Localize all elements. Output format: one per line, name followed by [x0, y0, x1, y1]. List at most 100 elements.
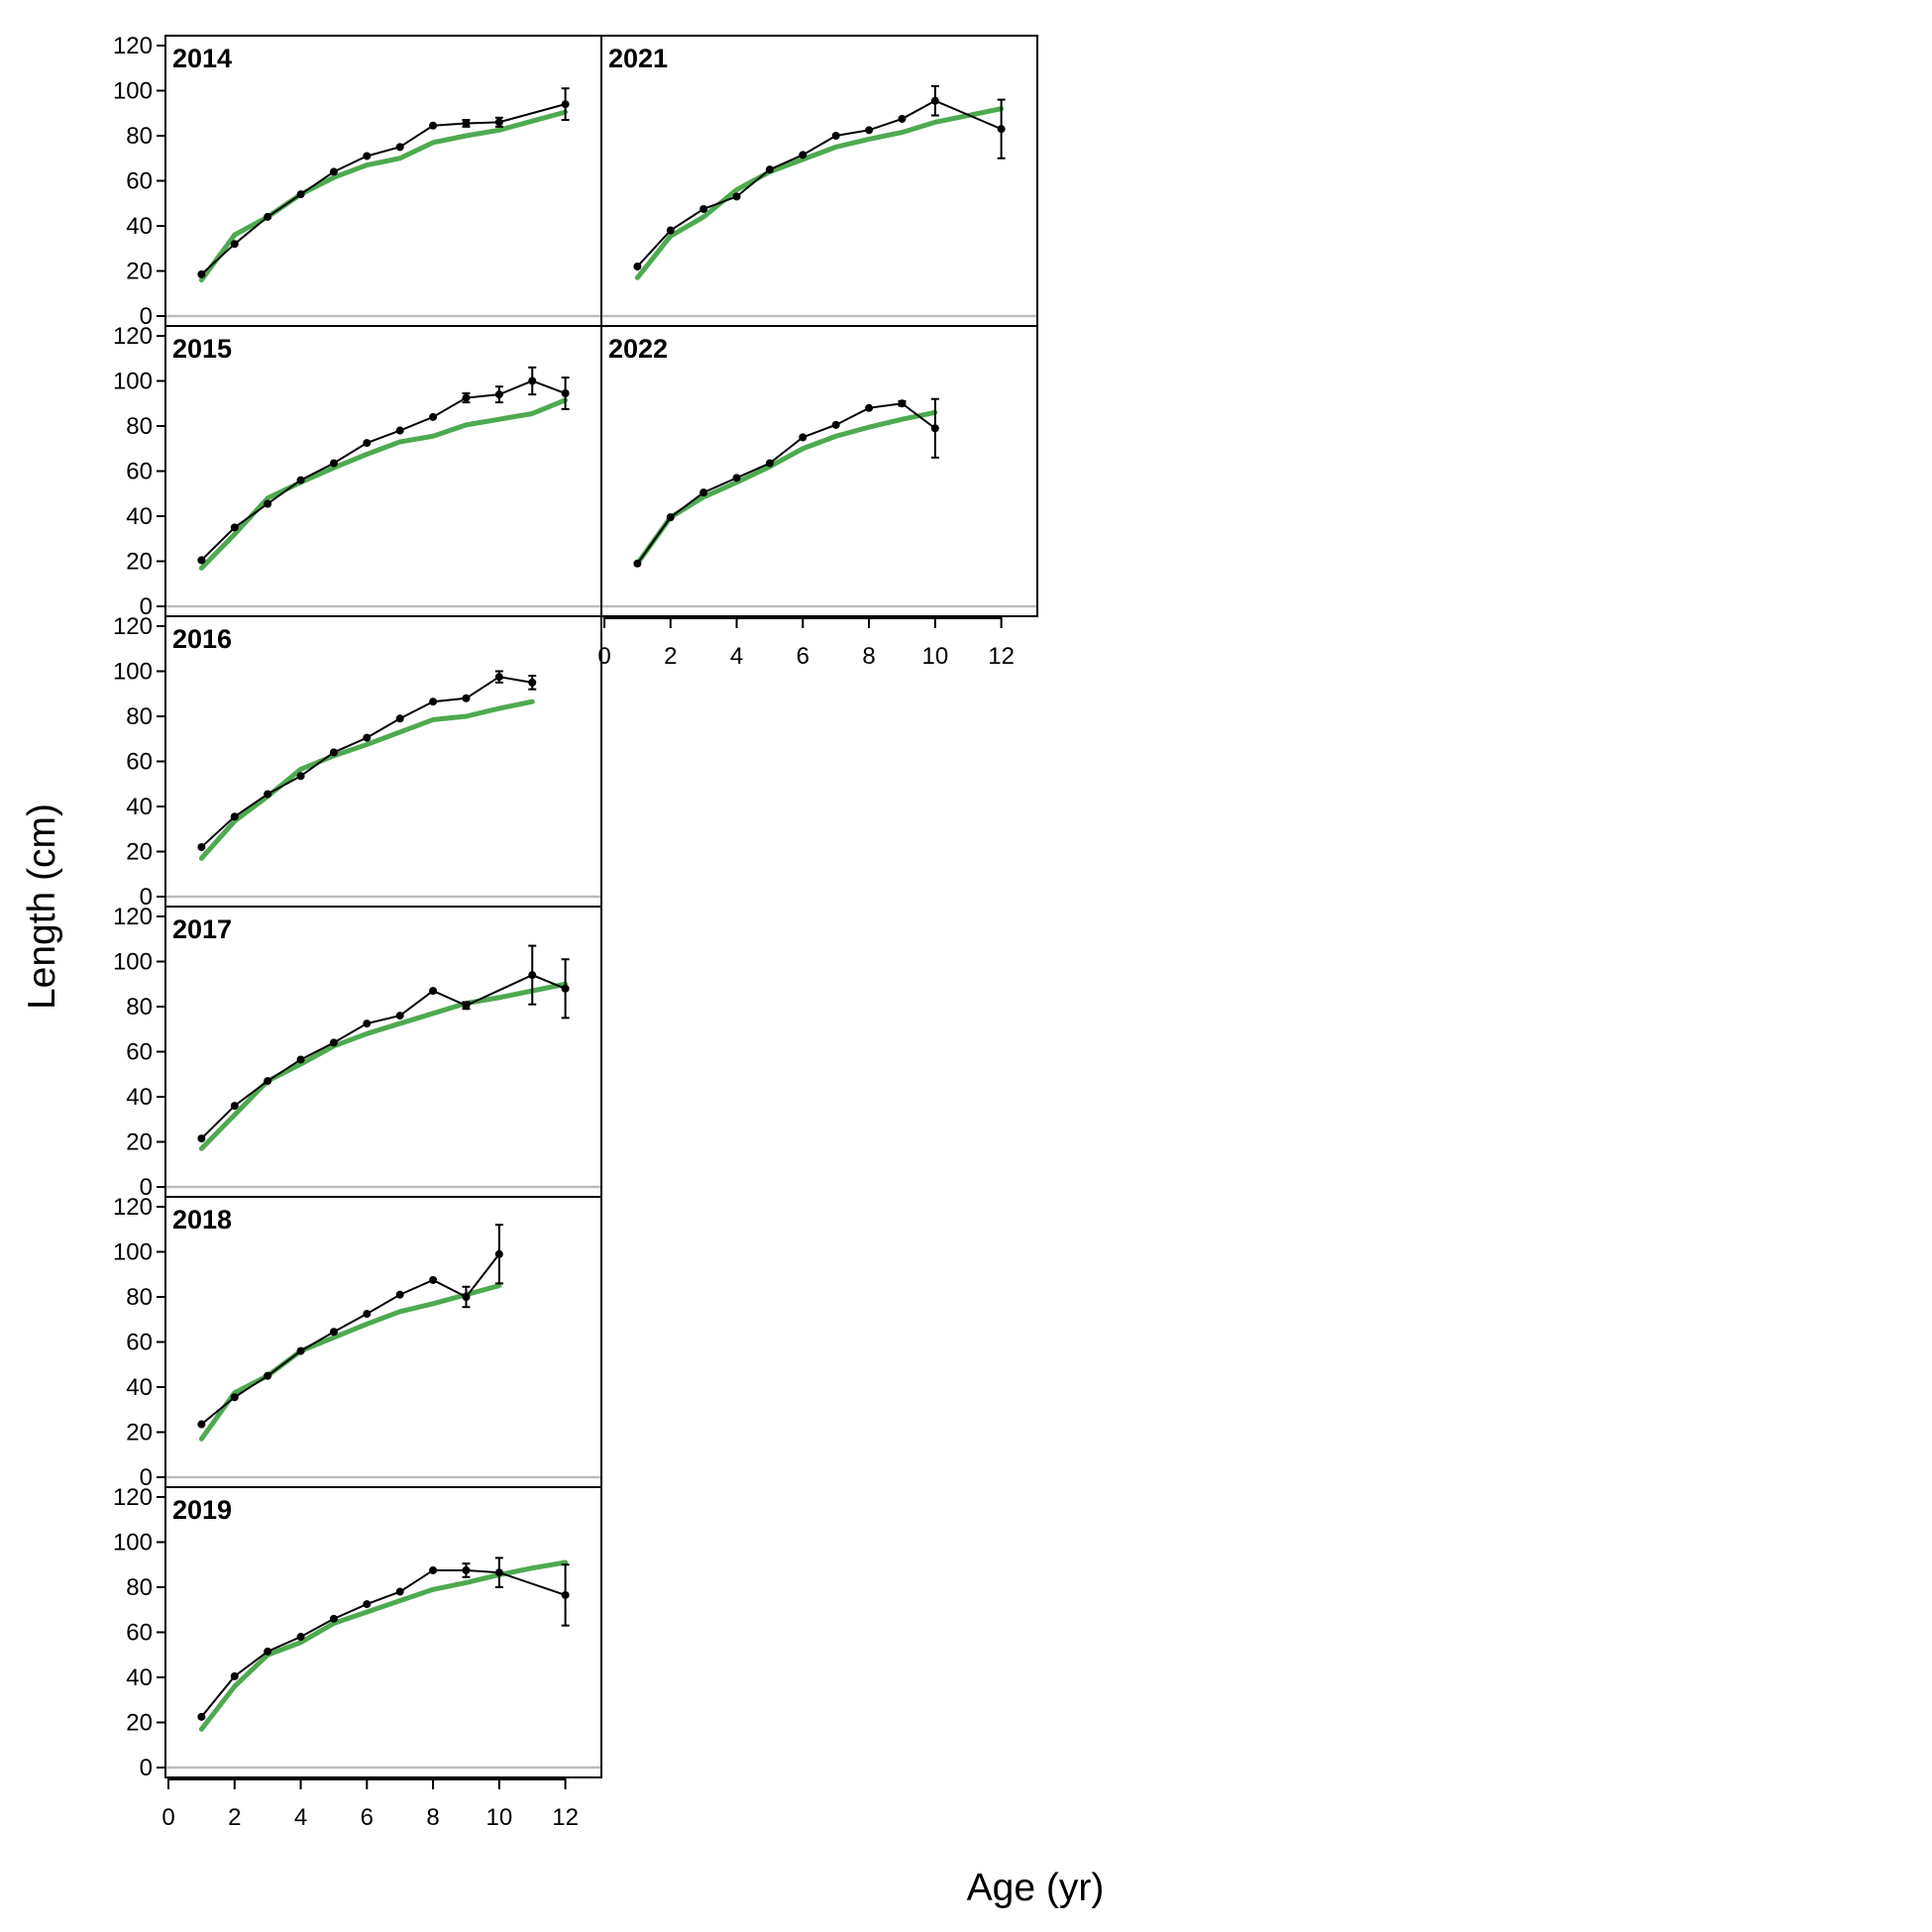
y-tick-label: 60: [126, 1620, 153, 1647]
observed-point: [395, 143, 404, 152]
x-tick-label: 2: [664, 643, 677, 670]
observed-point: [197, 269, 206, 278]
observed-point: [197, 842, 206, 851]
observed-point: [230, 1393, 239, 1402]
x-tick-label: 12: [552, 1804, 579, 1831]
panel-2022: 2022: [600, 325, 1038, 617]
panel-year-label: 2018: [172, 1205, 232, 1234]
x-tick-label: 6: [797, 643, 809, 670]
x-tick-label: 0: [161, 1804, 174, 1831]
observed-point: [462, 1001, 471, 1010]
observed-point: [462, 1565, 471, 1574]
observed-point: [997, 125, 1006, 134]
panel-frame: [164, 325, 602, 617]
observed-point: [633, 559, 642, 568]
panel-frame: [164, 906, 602, 1198]
y-tick-label: 120: [113, 33, 153, 59]
observed-point: [528, 376, 537, 385]
y-tick-label: 80: [126, 413, 153, 440]
y-tick-label: 40: [126, 503, 153, 530]
y-tick-label: 120: [113, 323, 153, 350]
x-tick-label: 10: [921, 643, 948, 670]
observed-point: [930, 96, 939, 105]
observed-point: [462, 694, 471, 702]
y-tick-label: 60: [126, 1039, 153, 1066]
x-tick-label: 4: [730, 643, 743, 670]
y-tick-label: 20: [126, 1710, 153, 1737]
observed-point: [395, 714, 404, 723]
y-tick-label: 0: [140, 884, 153, 911]
y-tick-label: 40: [126, 213, 153, 240]
panel-frame: [600, 35, 1038, 327]
panel-year-label: 2014: [172, 44, 232, 73]
y-tick-label: 80: [126, 1574, 153, 1601]
x-tick-label: 12: [988, 643, 1015, 670]
expected-line: [198, 109, 569, 283]
y-tick-label: 100: [113, 1239, 153, 1266]
x-axis-left: 0 2 4 6 8 10 12: [161, 1777, 579, 1831]
observed-point: [429, 987, 438, 996]
observed-point: [494, 118, 503, 127]
observed-point: [462, 1293, 471, 1301]
observed-point: [831, 420, 840, 429]
observed-line: [200, 103, 566, 275]
y-tick-label: 0: [140, 593, 153, 620]
observed-point: [264, 212, 272, 221]
observed-point: [494, 1568, 503, 1577]
observed-point: [329, 1614, 338, 1623]
panel-2015: 2015 0 20 40 60 80 100 120: [113, 323, 602, 620]
y-tick-label: 120: [113, 1194, 153, 1221]
observed-point: [765, 459, 774, 468]
y-tick-label: 60: [126, 749, 153, 776]
panel-2016: 2016 0 20 40 60 80 100 120: [113, 613, 602, 911]
y-tick-label: 0: [140, 1174, 153, 1201]
observed-point: [264, 499, 272, 508]
x-tick-label: 4: [294, 1804, 307, 1831]
observed-line: [636, 99, 1003, 268]
observed-point: [296, 1633, 305, 1642]
panel-frame: [164, 1486, 602, 1778]
y-tick-label: 100: [113, 949, 153, 976]
panel-2014: 2014 0 20 40 60 80 100 120: [113, 33, 602, 330]
observed-line: [200, 1253, 500, 1426]
observed-point: [429, 121, 438, 130]
observed-point: [494, 673, 503, 682]
observed-point: [395, 1587, 404, 1596]
panel-year-label: 2021: [608, 44, 668, 73]
observed-point: [329, 748, 338, 757]
observed-point: [799, 433, 807, 442]
y-tick-label: 120: [113, 904, 153, 930]
observed-line: [636, 402, 936, 565]
y-tick-label: 40: [126, 1084, 153, 1111]
observed-point: [494, 390, 503, 399]
y-tick-label: 20: [126, 839, 153, 866]
y-tick-label: 120: [113, 613, 153, 640]
observed-point: [197, 1420, 206, 1429]
observed-point: [230, 812, 239, 821]
observed-point: [494, 1249, 503, 1258]
observed-point: [831, 132, 840, 140]
y-tick-label: 20: [126, 259, 153, 285]
observed-point: [296, 476, 305, 484]
observed-point: [462, 393, 471, 402]
x-tick-label: 10: [485, 1804, 512, 1831]
y-tick-label: 40: [126, 1664, 153, 1691]
observed-point: [666, 226, 675, 235]
y-tick-label: 20: [126, 549, 153, 576]
observed-line: [200, 676, 533, 848]
observed-line: [200, 379, 566, 562]
observed-point: [197, 556, 206, 565]
x-tick-label: 2: [228, 1804, 241, 1831]
y-tick-label: 100: [113, 1530, 153, 1556]
observed-point: [462, 119, 471, 128]
observed-point: [329, 167, 338, 176]
observed-point: [429, 698, 438, 706]
observed-point: [230, 1102, 239, 1111]
x-tick-label: 0: [597, 643, 610, 670]
observed-point: [429, 1275, 438, 1284]
expected-line: [198, 1559, 569, 1732]
panel-frame: [600, 325, 1038, 617]
observed-line: [200, 974, 566, 1139]
observed-point: [296, 1055, 305, 1064]
observed-point: [930, 424, 939, 433]
